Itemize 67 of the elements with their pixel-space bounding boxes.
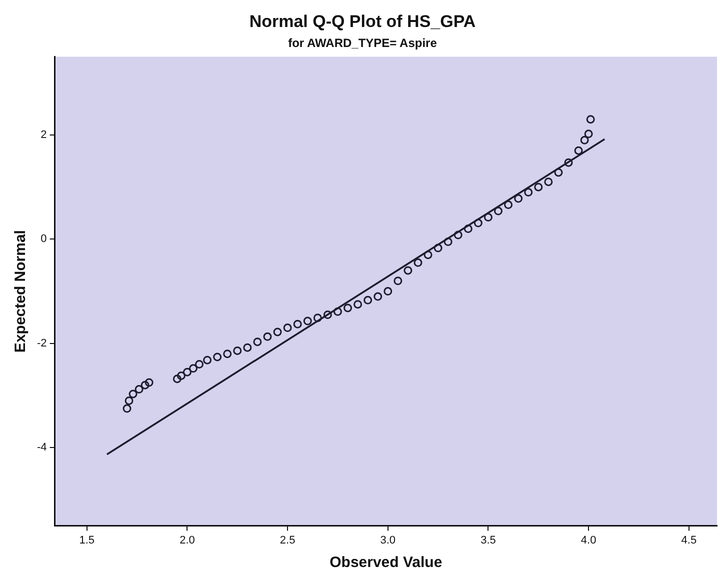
chart-title: Normal Q-Q Plot of HS_GPA [249, 12, 476, 31]
point [195, 360, 204, 369]
point [434, 244, 442, 252]
point [223, 350, 232, 358]
point [364, 296, 372, 304]
point [454, 230, 462, 240]
point [424, 250, 432, 260]
point [494, 206, 503, 216]
point [233, 346, 242, 355]
point [374, 292, 382, 301]
point [283, 324, 292, 332]
point [144, 378, 154, 387]
point [554, 168, 563, 177]
point [263, 332, 272, 341]
x-axis-title: Observed Value [330, 554, 442, 572]
x-tick-label: 1.5 [79, 534, 95, 546]
point [504, 200, 513, 210]
point [544, 178, 553, 186]
point [303, 316, 312, 326]
point [176, 371, 186, 380]
point [484, 213, 492, 222]
point [564, 158, 573, 167]
point [584, 130, 593, 138]
y-tick-label: 0 [40, 233, 47, 246]
point [172, 374, 182, 384]
point [464, 224, 472, 234]
point [384, 287, 392, 296]
y-tick-label: -4 [37, 442, 47, 454]
point [128, 390, 138, 398]
x-tick-label: 4.0 [580, 534, 596, 546]
point [273, 328, 282, 336]
point [122, 404, 132, 413]
point [140, 380, 150, 390]
point [414, 258, 422, 267]
x-tick-label: 2.0 [180, 534, 195, 546]
point [580, 136, 589, 144]
point [333, 307, 342, 316]
point [514, 194, 523, 203]
point [574, 146, 583, 155]
point [124, 396, 134, 405]
point [394, 276, 402, 286]
point [253, 338, 262, 346]
point [243, 343, 252, 352]
x-tick-label: 3.5 [480, 534, 496, 546]
point [474, 218, 482, 228]
point [344, 304, 352, 312]
point [534, 182, 543, 192]
point [444, 238, 452, 246]
point [313, 314, 322, 322]
y-tick-label: 2 [40, 129, 47, 141]
y-tick-label: -2 [37, 337, 47, 350]
x-tick-label: 4.5 [681, 534, 697, 546]
point [323, 310, 332, 319]
point [188, 364, 198, 373]
point [134, 385, 144, 394]
point [524, 188, 533, 197]
point [203, 356, 212, 364]
point [586, 115, 595, 124]
point [293, 320, 302, 328]
y-axis-title: Expected Normal [12, 230, 30, 353]
point [404, 266, 412, 275]
x-tick-label: 3.0 [380, 534, 396, 546]
x-tick-label: 2.5 [280, 534, 296, 546]
point [182, 368, 192, 376]
point [213, 352, 222, 362]
point [354, 300, 362, 309]
chart-subtitle: for AWARD_TYPE= Aspire [288, 36, 438, 50]
